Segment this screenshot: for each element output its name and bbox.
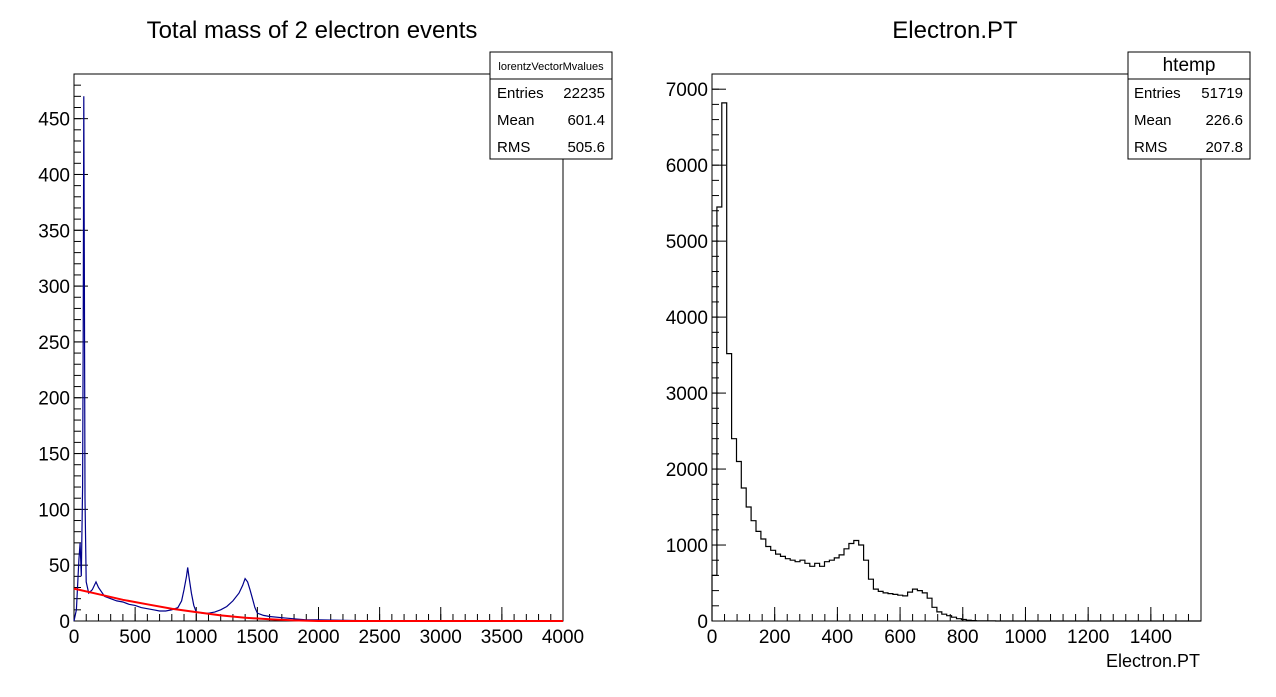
left-fit-curve bbox=[73, 587, 563, 622]
right-x-axis: 0 200 400 600 800 1000 1200 1400 bbox=[707, 607, 1202, 648]
right-stats-frame bbox=[1127, 51, 1251, 160]
left-x-tick-label: 0 bbox=[69, 627, 80, 648]
right-y-tick-label: 3000 bbox=[666, 384, 708, 405]
left-y-tick-label: 50 bbox=[49, 556, 70, 577]
right-y-tick-label: 2000 bbox=[666, 460, 708, 481]
right-stats-entries-label: Entries bbox=[1134, 85, 1181, 102]
left-stats-rms-value: 505.6 bbox=[567, 139, 605, 156]
right-y-tick-label: 4000 bbox=[666, 308, 708, 329]
left-x-tick-label: 2500 bbox=[358, 627, 400, 648]
right-stats-rms-value: 207.8 bbox=[1205, 139, 1243, 156]
left-x-tick-label: 3000 bbox=[420, 627, 462, 648]
left-x-axis: 0 500 1000 1500 2000 2500 3000 3500 4000 bbox=[69, 607, 584, 648]
left-y-tick-label: 250 bbox=[38, 333, 70, 354]
left-y-tick-label: 0 bbox=[59, 612, 70, 633]
left-chart-title: Total mass of 2 electron events bbox=[147, 17, 478, 44]
left-y-tick-label: 450 bbox=[38, 110, 70, 131]
left-x-tick-label: 500 bbox=[119, 627, 151, 648]
left-x-tick-label: 1000 bbox=[175, 627, 217, 648]
right-stats-name: htemp bbox=[1163, 55, 1216, 76]
left-stats-entries-label: Entries bbox=[497, 85, 544, 102]
left-stats-mean-label: Mean bbox=[497, 112, 535, 129]
left-x-tick-label: 3500 bbox=[481, 627, 523, 648]
right-x-tick-label: 200 bbox=[759, 627, 791, 648]
left-stats-frame bbox=[489, 51, 613, 160]
right-panel: Electron.PT 0100020003000400050006000700… bbox=[666, 17, 1251, 671]
right-stats-rms-label: RMS bbox=[1134, 139, 1167, 156]
right-y-tick-label: 7000 bbox=[666, 80, 708, 101]
right-stats-mean-value: 226.6 bbox=[1205, 112, 1243, 129]
left-y-tick-label: 400 bbox=[38, 165, 70, 186]
left-panel: Total mass of 2 electron events 0 50 100 15… bbox=[38, 17, 613, 648]
left-y-tick-label: 300 bbox=[38, 277, 70, 298]
left-x-tick-label: 2000 bbox=[297, 627, 339, 648]
left-y-tick-label: 200 bbox=[38, 389, 70, 410]
right-x-tick-label: 1400 bbox=[1130, 627, 1172, 648]
right-x-tick-label: 1000 bbox=[1004, 627, 1046, 648]
right-x-tick-label: 0 bbox=[707, 627, 718, 648]
left-y-tick-label: 100 bbox=[38, 500, 70, 521]
right-y-tick-label: 1000 bbox=[666, 536, 708, 557]
right-y-axis: 0 1000 2000 3000 4000 5000 6000 7000 bbox=[666, 73, 726, 633]
left-stats-entries-value: 22235 bbox=[563, 85, 605, 102]
right-x-tick-label: 800 bbox=[947, 627, 979, 648]
left-x-tick-label: 4000 bbox=[542, 627, 584, 648]
right-y-tick-label: 0 bbox=[697, 612, 708, 633]
left-y-tick-label: 350 bbox=[38, 221, 70, 242]
left-x-tick-label: 1500 bbox=[236, 627, 278, 648]
right-stats-box: htemp Entries 51719 Mean 226.6 RMS 207.8 bbox=[1127, 51, 1251, 160]
right-x-tick-label: 1200 bbox=[1067, 627, 1109, 648]
left-y-tick-label: 150 bbox=[38, 445, 70, 466]
left-histogram-series bbox=[73, 96, 563, 622]
right-stats-entries-value: 51719 bbox=[1201, 85, 1243, 102]
left-stats-name: lorentzVectorMvalues bbox=[498, 61, 604, 73]
right-y-tick-label: 5000 bbox=[666, 232, 708, 253]
left-y-axis: 0 50 100 150 200 250 300 350 400 450 bbox=[38, 73, 88, 633]
right-y-tick-label: 6000 bbox=[666, 156, 708, 177]
right-x-tick-label: 600 bbox=[884, 627, 916, 648]
right-chart-title: Electron.PT bbox=[892, 17, 1018, 44]
left-stats-box: lorentzVectorMvalues Entries 22235 Mean … bbox=[489, 51, 613, 160]
right-x-tick-label: 400 bbox=[822, 627, 854, 648]
right-x-axis-label: Electron.PT bbox=[1106, 651, 1200, 671]
left-stats-mean-value: 601.4 bbox=[567, 112, 605, 129]
right-histogram-series bbox=[711, 102, 1201, 622]
right-stats-mean-label: Mean bbox=[1134, 112, 1172, 129]
left-stats-rms-label: RMS bbox=[497, 139, 530, 156]
